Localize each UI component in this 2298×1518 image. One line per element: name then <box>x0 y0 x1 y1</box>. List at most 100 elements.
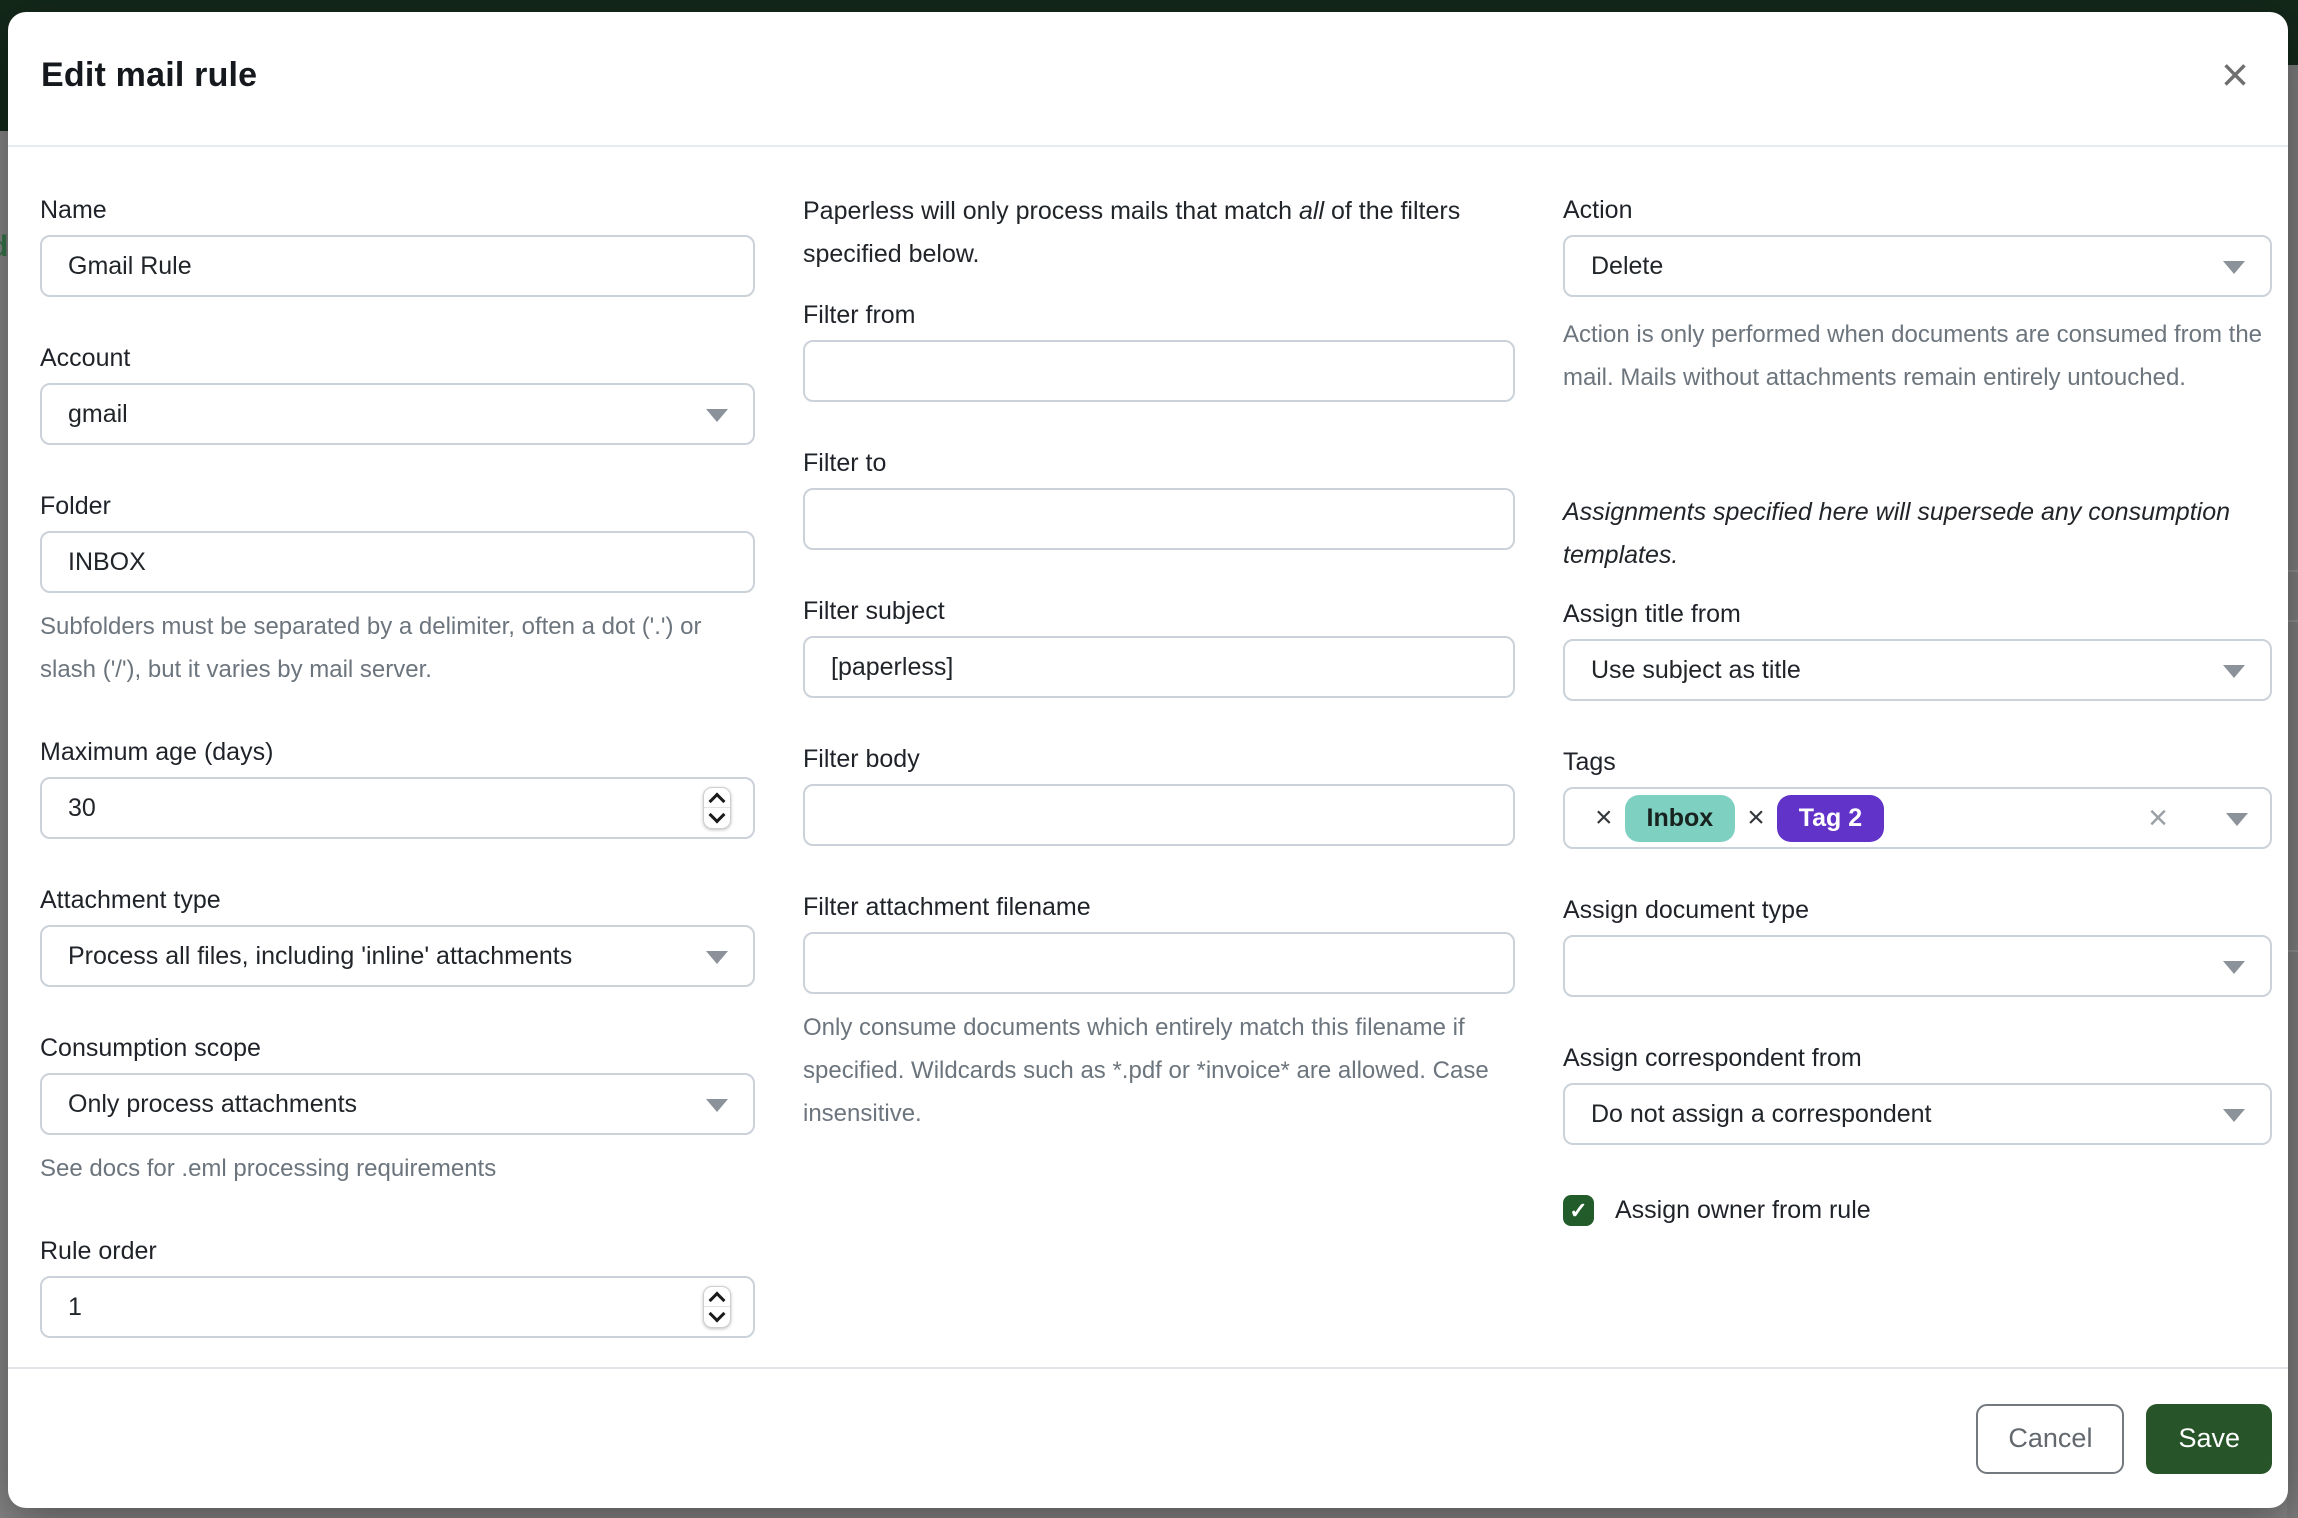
max-age-input[interactable] <box>42 779 753 837</box>
tags-label: Tags <box>1563 748 1616 776</box>
filter-from-input[interactable] <box>805 342 1513 400</box>
field-filter-to: Filter to <box>803 448 1515 550</box>
column-general: Name Account gmail Folder Subfolders mus… <box>40 195 755 1367</box>
attachment-type-select[interactable]: Process all files, including 'inline' at… <box>40 925 755 987</box>
chevron-down-icon <box>2223 665 2245 678</box>
background-scroll-strip <box>2287 65 2298 1518</box>
dialog-title: Edit mail rule <box>41 56 258 94</box>
filter-attachment-filename-help-text: Only consume documents which entirely ma… <box>803 1014 1489 1127</box>
consumption-scope-select[interactable]: Only process attachments <box>40 1073 755 1135</box>
action-select[interactable]: Delete <box>1563 235 2272 297</box>
filter-to-input-wrap <box>803 488 1515 550</box>
field-filter-body: Filter body <box>803 744 1515 846</box>
filter-body-input-wrap <box>803 784 1515 846</box>
close-icon[interactable]: × <box>2215 52 2255 100</box>
consumption-scope-select-value: Only process attachments <box>68 1089 358 1118</box>
chevron-down-icon <box>706 951 728 964</box>
chevron-down-icon <box>2226 813 2248 826</box>
background-row-divider <box>2287 570 2298 572</box>
consumption-scope-label: Consumption scope <box>40 1034 261 1062</box>
stepper-down-icon[interactable] <box>704 806 730 827</box>
consumption-scope-help-text: See docs for .eml processing requirement… <box>40 1155 497 1182</box>
check-icon: ✓ <box>1569 1197 1588 1223</box>
assign-document-type-label: Assign document type <box>1563 896 1809 924</box>
filter-to-input[interactable] <box>805 490 1513 548</box>
field-account: Account gmail <box>40 343 755 445</box>
clear-icon[interactable]: × <box>2148 799 2168 837</box>
assign-owner-label: Assign owner from rule <box>1615 1196 1871 1224</box>
column-actions: Action Delete Action is only performed w… <box>1563 195 2272 1367</box>
background-row-divider <box>2287 620 2298 622</box>
save-button[interactable]: Save <box>2146 1403 2272 1474</box>
filter-subject-input-wrap <box>803 636 1515 698</box>
filter-subject-input[interactable] <box>805 638 1513 696</box>
field-filter-subject: Filter subject <box>803 596 1515 698</box>
chevron-down-icon <box>2223 261 2245 274</box>
field-consumption-scope: Consumption scope Only process attachmen… <box>40 1033 755 1190</box>
filter-from-input-wrap <box>803 340 1515 402</box>
assign-owner-checkbox[interactable]: ✓ <box>1563 1195 1594 1226</box>
chevron-down-icon <box>706 409 728 422</box>
field-filter-from: Filter from <box>803 300 1515 402</box>
account-select[interactable]: gmail <box>40 383 755 445</box>
cancel-button[interactable]: Cancel <box>1976 1403 2125 1474</box>
filter-attachment-filename-input-wrap <box>803 932 1515 994</box>
stepper-up-icon[interactable] <box>704 1287 730 1309</box>
chevron-down-icon <box>2223 1109 2245 1122</box>
column-filters: Paperless will only process mails that m… <box>803 195 1515 1367</box>
assign-title-from-label: Assign title from <box>1563 600 1741 628</box>
tag-badge-inbox: Inbox <box>1624 794 1736 842</box>
field-assign-title-from: Assign title from Use subject as title <box>1563 599 2272 701</box>
filter-attachment-filename-input[interactable] <box>805 934 1513 992</box>
background-row-divider <box>2287 950 2298 952</box>
dialog-header: Edit mail rule × <box>8 12 2288 147</box>
field-folder: Folder Subfolders must be separated by a… <box>40 491 755 691</box>
filters-intro-text: Paperless will only process mails that m… <box>803 197 1461 268</box>
action-label: Action <box>1563 196 1633 224</box>
tags-select[interactable]: × Inbox × Tag 2 × <box>1563 787 2272 849</box>
name-input[interactable] <box>42 237 753 295</box>
assign-document-type-select[interactable] <box>1563 935 2272 997</box>
dialog-footer: Cancel Save <box>8 1367 2288 1508</box>
action-select-value: Delete <box>1591 251 1664 280</box>
filter-body-input[interactable] <box>805 786 1513 844</box>
assign-title-from-select[interactable]: Use subject as title <box>1563 639 2272 701</box>
rule-order-input-wrap <box>40 1276 755 1338</box>
folder-input-wrap <box>40 531 755 593</box>
attachment-type-select-value: Process all files, including 'inline' at… <box>68 941 573 970</box>
rule-order-input[interactable] <box>42 1278 753 1336</box>
filter-body-label: Filter body <box>803 745 920 773</box>
max-age-label: Maximum age (days) <box>40 738 274 766</box>
assignments-note-text: Assignments specified here will supersed… <box>1563 498 2231 569</box>
assign-correspondent-from-select[interactable]: Do not assign a correspondent <box>1563 1083 2272 1145</box>
stepper-down-icon[interactable] <box>704 1305 730 1326</box>
field-filter-attachment-filename: Filter attachment filename Only consume … <box>803 892 1515 1135</box>
tag-badge-tag2: Tag 2 <box>1776 794 1885 842</box>
remove-tag-icon[interactable]: × <box>1595 801 1613 834</box>
field-action: Action Delete Action is only performed w… <box>1563 195 2272 399</box>
filter-attachment-filename-label: Filter attachment filename <box>803 893 1091 921</box>
field-name: Name <box>40 195 755 297</box>
action-help-text: Action is only performed when documents … <box>1563 321 2263 391</box>
account-select-value: gmail <box>68 399 128 428</box>
stepper-up-icon[interactable] <box>704 788 730 810</box>
number-stepper[interactable] <box>703 787 731 829</box>
attachment-type-label: Attachment type <box>40 886 221 914</box>
folder-input[interactable] <box>42 533 753 591</box>
max-age-input-wrap <box>40 777 755 839</box>
field-tags: Tags × Inbox × Tag 2 × <box>1563 747 2272 849</box>
remove-tag-icon[interactable]: × <box>1747 801 1765 834</box>
chevron-down-icon <box>2223 961 2245 974</box>
folder-label: Folder <box>40 492 111 520</box>
field-rule-order: Rule order <box>40 1236 755 1338</box>
field-assign-correspondent-from: Assign correspondent from Do not assign … <box>1563 1043 2272 1145</box>
background-text-fragment: d <box>0 230 8 264</box>
folder-help-text: Subfolders must be separated by a delimi… <box>40 613 702 683</box>
background-navbar-edge <box>0 65 9 131</box>
number-stepper[interactable] <box>703 1286 731 1328</box>
chevron-down-icon <box>706 1099 728 1112</box>
assign-title-from-select-value: Use subject as title <box>1591 655 1801 684</box>
name-input-wrap <box>40 235 755 297</box>
name-label: Name <box>40 196 107 224</box>
assign-correspondent-from-label: Assign correspondent from <box>1563 1044 1862 1072</box>
